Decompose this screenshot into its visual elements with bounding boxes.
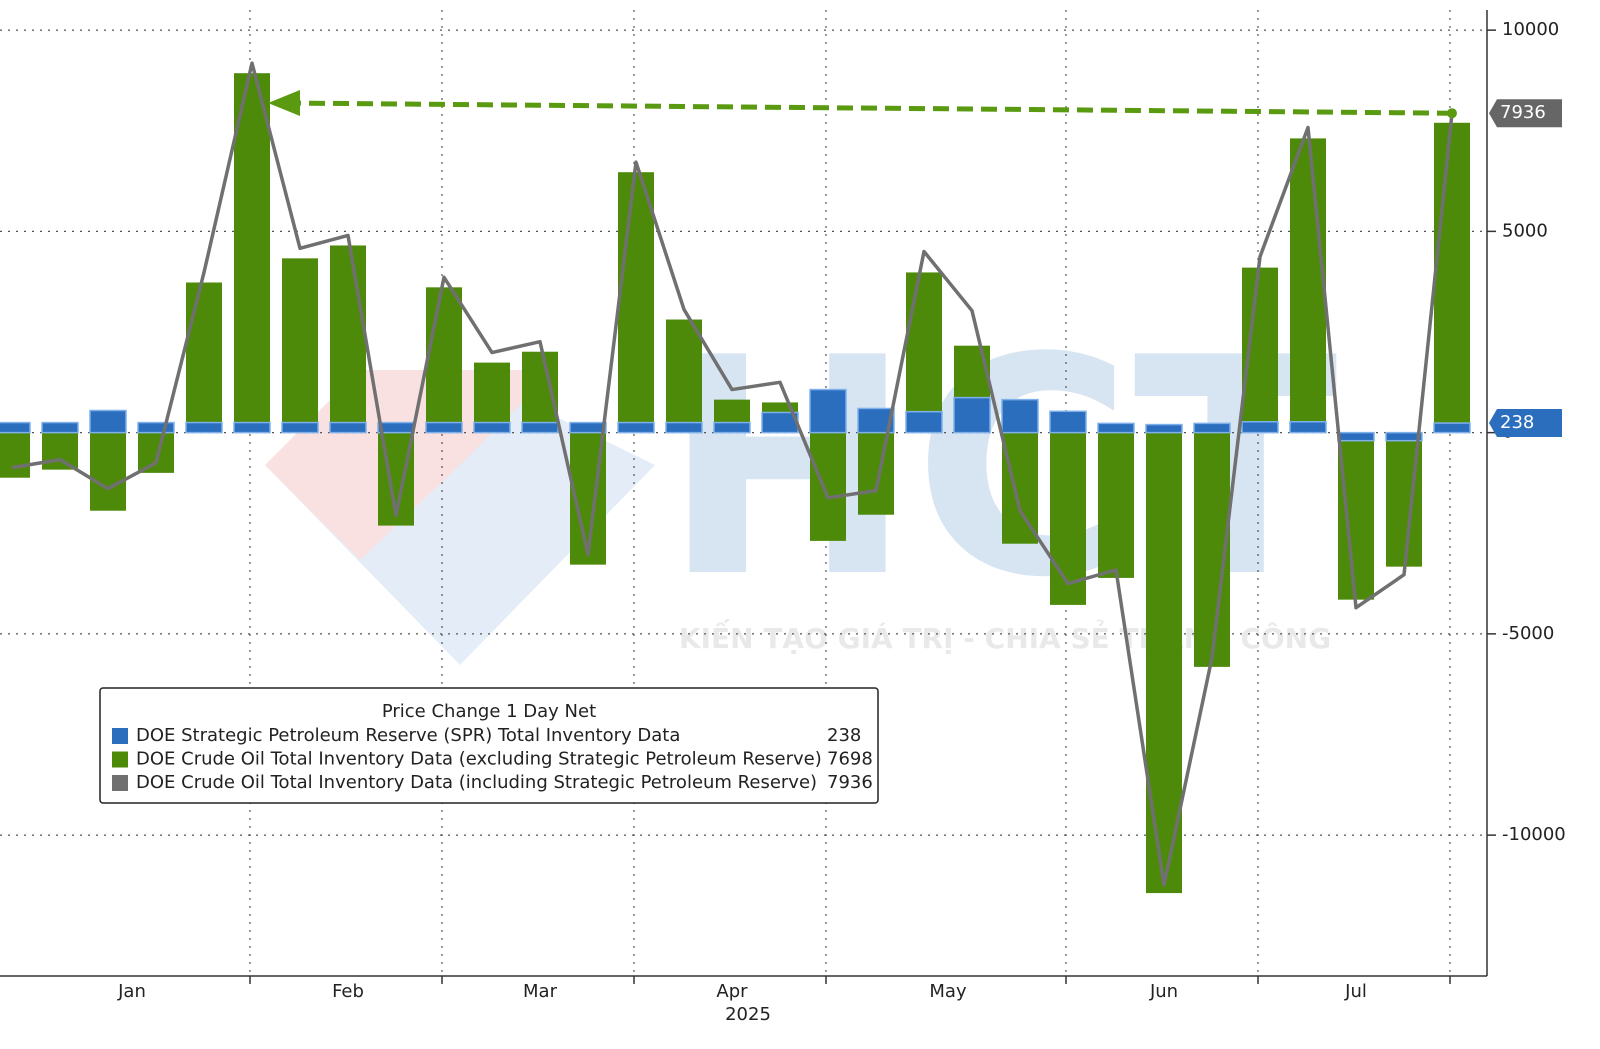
bar bbox=[1337, 431, 1375, 442]
bar bbox=[1385, 431, 1423, 442]
legend-label: DOE Strategic Petroleum Reserve (SPR) To… bbox=[136, 725, 680, 746]
x-tick-label: Jul bbox=[1344, 981, 1367, 1002]
bar bbox=[90, 432, 126, 511]
x-tick-label: Apr bbox=[716, 981, 748, 1002]
bar bbox=[713, 421, 751, 434]
bar bbox=[617, 421, 655, 434]
bar bbox=[41, 421, 79, 434]
bar bbox=[425, 421, 463, 434]
bar bbox=[1049, 410, 1087, 434]
y-tick-label: -5000 bbox=[1502, 623, 1554, 644]
bar bbox=[473, 421, 511, 434]
legend-label: DOE Crude Oil Total Inventory Data (incl… bbox=[136, 772, 817, 793]
bar bbox=[426, 287, 462, 433]
value-tag-label: 238 bbox=[1500, 412, 1534, 433]
legend-swatch bbox=[112, 728, 128, 744]
watermark-logo: HCT bbox=[662, 294, 1339, 643]
bar bbox=[137, 421, 175, 434]
bar bbox=[329, 421, 367, 434]
bar bbox=[569, 421, 607, 434]
bar bbox=[906, 272, 942, 433]
bar bbox=[905, 410, 943, 434]
bar bbox=[42, 432, 78, 470]
x-tick-label: Feb bbox=[332, 981, 364, 1002]
bar bbox=[1098, 432, 1134, 578]
x-axis-year: 2025 bbox=[725, 1004, 771, 1025]
bar bbox=[0, 421, 31, 434]
y-tick-label: 10000 bbox=[1502, 19, 1559, 40]
value-tag bbox=[1489, 409, 1562, 438]
bar bbox=[0, 432, 30, 478]
value-tag bbox=[1489, 99, 1562, 128]
bar bbox=[234, 73, 270, 433]
bar bbox=[1289, 421, 1327, 434]
bar bbox=[1434, 122, 1470, 433]
bar bbox=[809, 388, 847, 434]
legend-value: 238 bbox=[827, 725, 861, 746]
bar bbox=[233, 421, 271, 434]
bar bbox=[89, 409, 127, 434]
bar bbox=[1050, 432, 1086, 605]
line bbox=[11, 61, 1454, 887]
legend-title: Price Change 1 Day Net bbox=[382, 701, 596, 722]
y-tick-label: 5000 bbox=[1502, 220, 1548, 241]
x-tick-label: May bbox=[929, 981, 967, 1002]
bar bbox=[810, 432, 846, 541]
bar bbox=[185, 421, 223, 434]
x-tick-label: Jan bbox=[117, 981, 146, 1002]
bar bbox=[330, 245, 366, 433]
bar bbox=[618, 172, 654, 433]
x-tick-label: Jun bbox=[1149, 981, 1178, 1002]
legend-swatch bbox=[112, 775, 128, 791]
annotation-arrow bbox=[284, 100, 1453, 116]
y-tick-label: -10000 bbox=[1502, 824, 1566, 845]
legend-value: 7698 bbox=[827, 749, 873, 770]
bar bbox=[1193, 422, 1231, 434]
bar bbox=[1433, 422, 1471, 434]
bar bbox=[186, 282, 222, 433]
bar bbox=[1290, 138, 1326, 433]
bar bbox=[1097, 422, 1135, 434]
bar bbox=[521, 421, 559, 434]
bar bbox=[1338, 432, 1374, 600]
bar bbox=[1002, 432, 1038, 544]
bar bbox=[377, 421, 415, 434]
bar bbox=[1241, 421, 1279, 434]
bar bbox=[282, 258, 318, 433]
legend-swatch bbox=[112, 751, 128, 768]
legend-box bbox=[99, 687, 879, 804]
watermark-slogan: KIẾN TẠO GIÁ TRỊ - CHIA SẺ THÀNH CÔNG bbox=[679, 618, 1331, 655]
x-tick-label: Mar bbox=[523, 981, 558, 1002]
bar bbox=[1145, 423, 1183, 434]
annotation-arrowhead bbox=[268, 90, 300, 116]
bar bbox=[953, 396, 991, 434]
last-point bbox=[1447, 108, 1457, 119]
watermark-diamond bbox=[265, 370, 655, 665]
bar bbox=[1001, 398, 1039, 434]
bar bbox=[138, 432, 174, 473]
bar bbox=[858, 432, 894, 515]
bar bbox=[474, 362, 510, 433]
legend-value: 7936 bbox=[827, 772, 873, 793]
legend-label: DOE Crude Oil Total Inventory Data (excl… bbox=[136, 749, 822, 770]
bar bbox=[281, 421, 319, 434]
bar bbox=[666, 319, 702, 433]
bar bbox=[665, 421, 703, 434]
legend: Price Change 1 Day Net DOE Strategic Pet… bbox=[99, 687, 879, 804]
value-tag-label: 7936 bbox=[1500, 102, 1546, 123]
